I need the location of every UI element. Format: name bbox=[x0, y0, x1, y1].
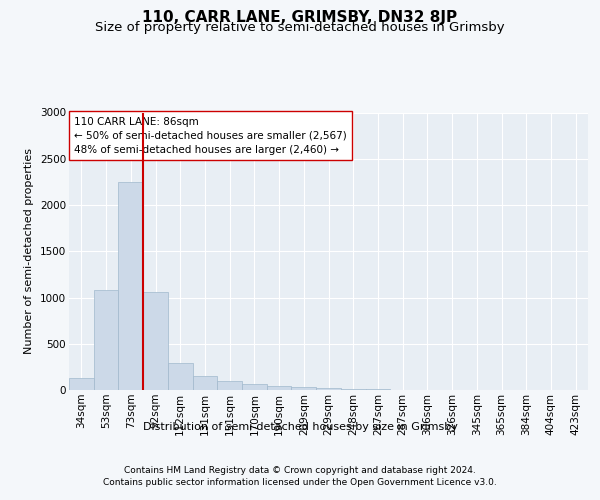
Bar bbox=[143, 292, 168, 390]
Bar bbox=[118, 182, 143, 390]
Y-axis label: Number of semi-detached properties: Number of semi-detached properties bbox=[25, 148, 34, 354]
Bar bbox=[316, 388, 341, 390]
Text: 110, CARR LANE, GRIMSBY, DN32 8JP: 110, CARR LANE, GRIMSBY, DN32 8JP bbox=[142, 10, 458, 25]
Bar bbox=[217, 381, 242, 390]
Text: Size of property relative to semi-detached houses in Grimsby: Size of property relative to semi-detach… bbox=[95, 22, 505, 35]
Bar bbox=[292, 387, 316, 390]
Bar bbox=[168, 362, 193, 390]
Bar bbox=[69, 378, 94, 390]
Text: 110 CARR LANE: 86sqm
← 50% of semi-detached houses are smaller (2,567)
48% of se: 110 CARR LANE: 86sqm ← 50% of semi-detac… bbox=[74, 116, 347, 154]
Text: Contains public sector information licensed under the Open Government Licence v3: Contains public sector information licen… bbox=[103, 478, 497, 487]
Bar bbox=[94, 290, 118, 390]
Text: Distribution of semi-detached houses by size in Grimsby: Distribution of semi-detached houses by … bbox=[143, 422, 457, 432]
Bar bbox=[193, 376, 217, 390]
Bar bbox=[341, 388, 365, 390]
Bar bbox=[242, 384, 267, 390]
Bar bbox=[267, 386, 292, 390]
Text: Contains HM Land Registry data © Crown copyright and database right 2024.: Contains HM Land Registry data © Crown c… bbox=[124, 466, 476, 475]
